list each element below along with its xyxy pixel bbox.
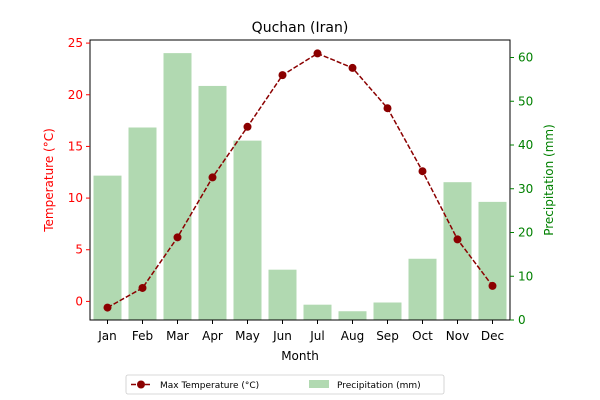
plot-frame <box>89 39 511 321</box>
y-right-tick-label: 50 <box>518 94 533 108</box>
bar-aug <box>338 311 367 320</box>
temperature-point-may <box>243 122 252 131</box>
legend-label-precipitation: Precipitation (mm) <box>337 381 421 391</box>
y-right-tick-label: 40 <box>518 138 533 152</box>
y-left-tick-label: 25 <box>68 36 83 50</box>
y-right-tick-label: 60 <box>518 51 533 65</box>
temperature-point-jul <box>313 49 322 58</box>
temperature-point-aug <box>348 63 357 72</box>
y-right-tick-label: 20 <box>518 226 533 240</box>
temperature-point-oct <box>418 167 427 176</box>
x-axis-label: Month <box>281 349 319 363</box>
temperature-point-sep <box>383 104 392 113</box>
temperature-point-apr <box>208 173 217 182</box>
x-tick-label-may: May <box>235 329 260 343</box>
chart-title: Quchan (Iran) <box>252 20 349 36</box>
x-tick-label-jun: Jun <box>272 329 292 343</box>
legend: Max Temperature (°C) Precipitation (mm) <box>125 374 445 395</box>
bar-nov <box>443 182 472 320</box>
bar-oct <box>408 258 437 320</box>
bar-apr <box>198 85 227 320</box>
temperature-line <box>107 52 494 309</box>
y-left-tick-label: 5 <box>75 243 83 257</box>
legend-line-marker <box>137 380 145 389</box>
x-tick-label-jan: Jan <box>97 329 117 343</box>
legend-box <box>125 374 445 395</box>
bar-jul <box>303 304 332 320</box>
axes-group: 0 5 10 15 20 25 0 10 20 30 40 50 60 Jan Feb Mar Apr May Ju… <box>68 36 534 343</box>
x-tick-label-feb: Feb <box>132 329 153 343</box>
y-left-tick-label: 10 <box>68 191 83 205</box>
y-axis-left-label: Temperature (°C) <box>42 128 56 233</box>
x-tick-label-sep: Sep <box>376 329 399 343</box>
x-tick-label-oct: Oct <box>412 329 433 343</box>
temperature-point-jun <box>278 71 287 80</box>
y-left-tick-label: 0 <box>75 294 83 308</box>
temperature-point-dec <box>488 281 497 290</box>
bar-may <box>233 140 262 320</box>
x-tick-label-jul: Jul <box>309 329 324 343</box>
legend-label-temperature: Max Temperature (°C) <box>160 381 259 391</box>
x-tick-label-aug: Aug <box>341 329 364 343</box>
temperature-point-jan <box>103 303 112 312</box>
legend-bar-swatch <box>309 380 329 388</box>
bar-sep <box>373 302 402 320</box>
y-left-tick-label: 15 <box>68 139 83 153</box>
bar-mar <box>163 53 192 320</box>
x-tick-label-nov: Nov <box>446 329 469 343</box>
x-tick-label-mar: Mar <box>166 329 189 343</box>
temperature-point-nov <box>453 235 462 244</box>
bar-dec <box>478 201 507 320</box>
bar-jan <box>93 175 122 320</box>
y-right-tick-label: 30 <box>518 182 533 196</box>
bar-group <box>93 53 507 320</box>
line-group <box>103 49 497 312</box>
y-right-tick-label: 10 <box>518 269 533 283</box>
y-axis-right-label: Precipitation (mm) <box>542 124 556 236</box>
y-left-tick-label: 20 <box>68 88 83 102</box>
temperature-point-mar <box>173 233 182 242</box>
temperature-point-feb <box>138 283 147 292</box>
x-tick-label-apr: Apr <box>202 329 223 343</box>
x-tick-label-dec: Dec <box>481 329 504 343</box>
bar-jun <box>268 269 297 320</box>
y-right-tick-label: 0 <box>518 313 526 327</box>
